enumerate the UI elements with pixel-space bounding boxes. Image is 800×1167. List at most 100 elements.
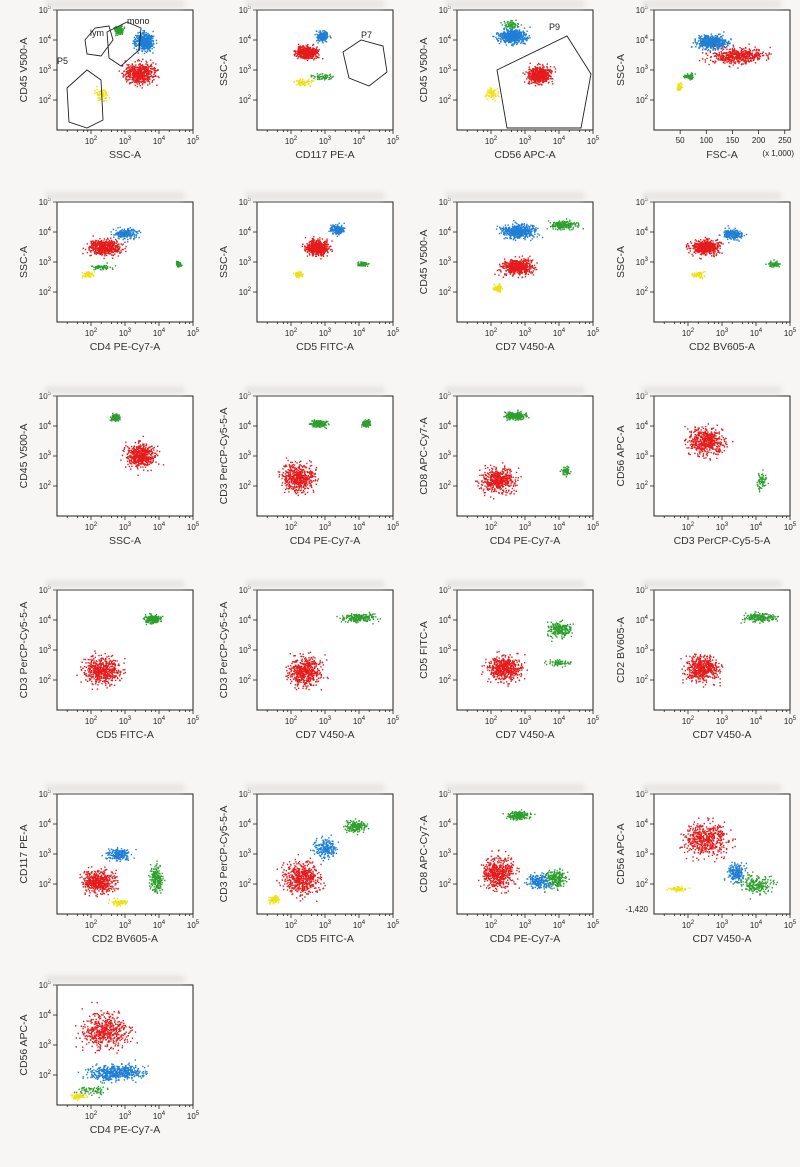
- event-dot: [306, 51, 308, 53]
- event-dot: [726, 48, 728, 51]
- event-dot: [102, 92, 104, 94]
- event-dot: [751, 50, 754, 52]
- event-dot: [330, 78, 332, 80]
- event-dot: [309, 85, 312, 87]
- event-dot: [716, 47, 719, 50]
- event-dot: [129, 67, 131, 69]
- event-dot: [103, 94, 105, 96]
- event-dot: [548, 69, 550, 71]
- event-dot: [732, 64, 734, 66]
- event-dot: [518, 32, 520, 34]
- event-dot: [146, 63, 149, 66]
- event-dot: [303, 46, 305, 48]
- event-dot: [494, 89, 497, 91]
- event-dot: [539, 71, 542, 73]
- event-dot: [735, 57, 738, 59]
- event-dot: [149, 70, 151, 72]
- event-dot: [146, 61, 148, 64]
- event-dot: [146, 47, 149, 49]
- event-dot: [303, 55, 305, 57]
- event-dot: [534, 72, 536, 75]
- event-dot: [761, 52, 764, 55]
- event-dot: [528, 71, 530, 73]
- event-dot: [312, 43, 315, 46]
- event-dot: [741, 48, 744, 50]
- event-dot: [98, 99, 100, 101]
- event-dot: [117, 243, 119, 245]
- event-dot: [507, 36, 509, 39]
- event-dot: [515, 39, 517, 41]
- event-dot: [139, 85, 141, 87]
- event-dot: [520, 35, 522, 37]
- event-dot: [546, 74, 549, 76]
- event-dot: [140, 75, 142, 77]
- event-dot: [740, 49, 743, 52]
- event-dot: [153, 79, 155, 81]
- event-dot: [754, 54, 757, 56]
- event-dot: [744, 52, 746, 54]
- event-dot: [96, 92, 99, 94]
- event-dot: [507, 25, 510, 27]
- event-dot: [510, 32, 513, 34]
- event-dot: [309, 49, 311, 51]
- event-dot: [143, 48, 145, 50]
- event-dot: [322, 39, 325, 41]
- event-dot: [321, 36, 324, 38]
- event-dot: [747, 54, 750, 56]
- event-dot: [114, 249, 116, 251]
- event-dot: [305, 51, 307, 53]
- event-dot: [142, 75, 144, 77]
- event-dot: [724, 39, 727, 41]
- event-dot: [94, 92, 96, 94]
- event-dot: [549, 71, 551, 73]
- event-dot: [715, 55, 718, 57]
- event-dot: [508, 34, 510, 37]
- event-dot: [704, 43, 706, 45]
- event-dot: [321, 73, 324, 75]
- event-dot: [502, 37, 504, 39]
- event-dot: [143, 69, 146, 71]
- event-dot: [520, 42, 522, 44]
- event-dot: [514, 41, 516, 43]
- event-dot: [720, 35, 723, 38]
- event-dot: [510, 25, 512, 27]
- event-dot: [514, 40, 516, 42]
- event-dot: [304, 50, 307, 52]
- event-dot: [118, 32, 120, 34]
- event-dot: [730, 53, 732, 55]
- event-dot: [114, 242, 116, 244]
- event-dot: [487, 91, 489, 93]
- event-dot: [701, 44, 703, 46]
- event-dot: [757, 54, 760, 57]
- event-dot: [149, 68, 152, 70]
- event-dot: [130, 68, 132, 70]
- event-dot: [731, 57, 733, 59]
- event-dot: [490, 91, 492, 94]
- event-dot: [131, 63, 133, 65]
- event-dot: [703, 37, 705, 40]
- event-dot: [724, 52, 726, 54]
- event-dot: [123, 75, 125, 77]
- event-dot: [132, 65, 134, 67]
- event-dot: [507, 30, 509, 32]
- event-dot: [507, 33, 509, 35]
- event-dot: [733, 50, 735, 52]
- event-dot: [510, 31, 512, 33]
- event-dot: [124, 74, 127, 76]
- event-dot: [149, 35, 151, 37]
- event-dot: [496, 33, 498, 35]
- event-dot: [298, 82, 300, 84]
- event-dot: [509, 34, 512, 37]
- event-dot: [506, 26, 508, 28]
- event-dot: [720, 54, 723, 56]
- event-dot: [487, 89, 489, 91]
- event-dot: [503, 36, 505, 38]
- event-dot: [542, 69, 544, 71]
- event-dot: [703, 34, 705, 36]
- event-dot: [498, 95, 500, 98]
- event-dot: [311, 53, 313, 55]
- event-dot: [152, 35, 154, 38]
- event-dot: [745, 61, 747, 64]
- event-dot: [144, 70, 146, 72]
- event-dot: [136, 83, 138, 85]
